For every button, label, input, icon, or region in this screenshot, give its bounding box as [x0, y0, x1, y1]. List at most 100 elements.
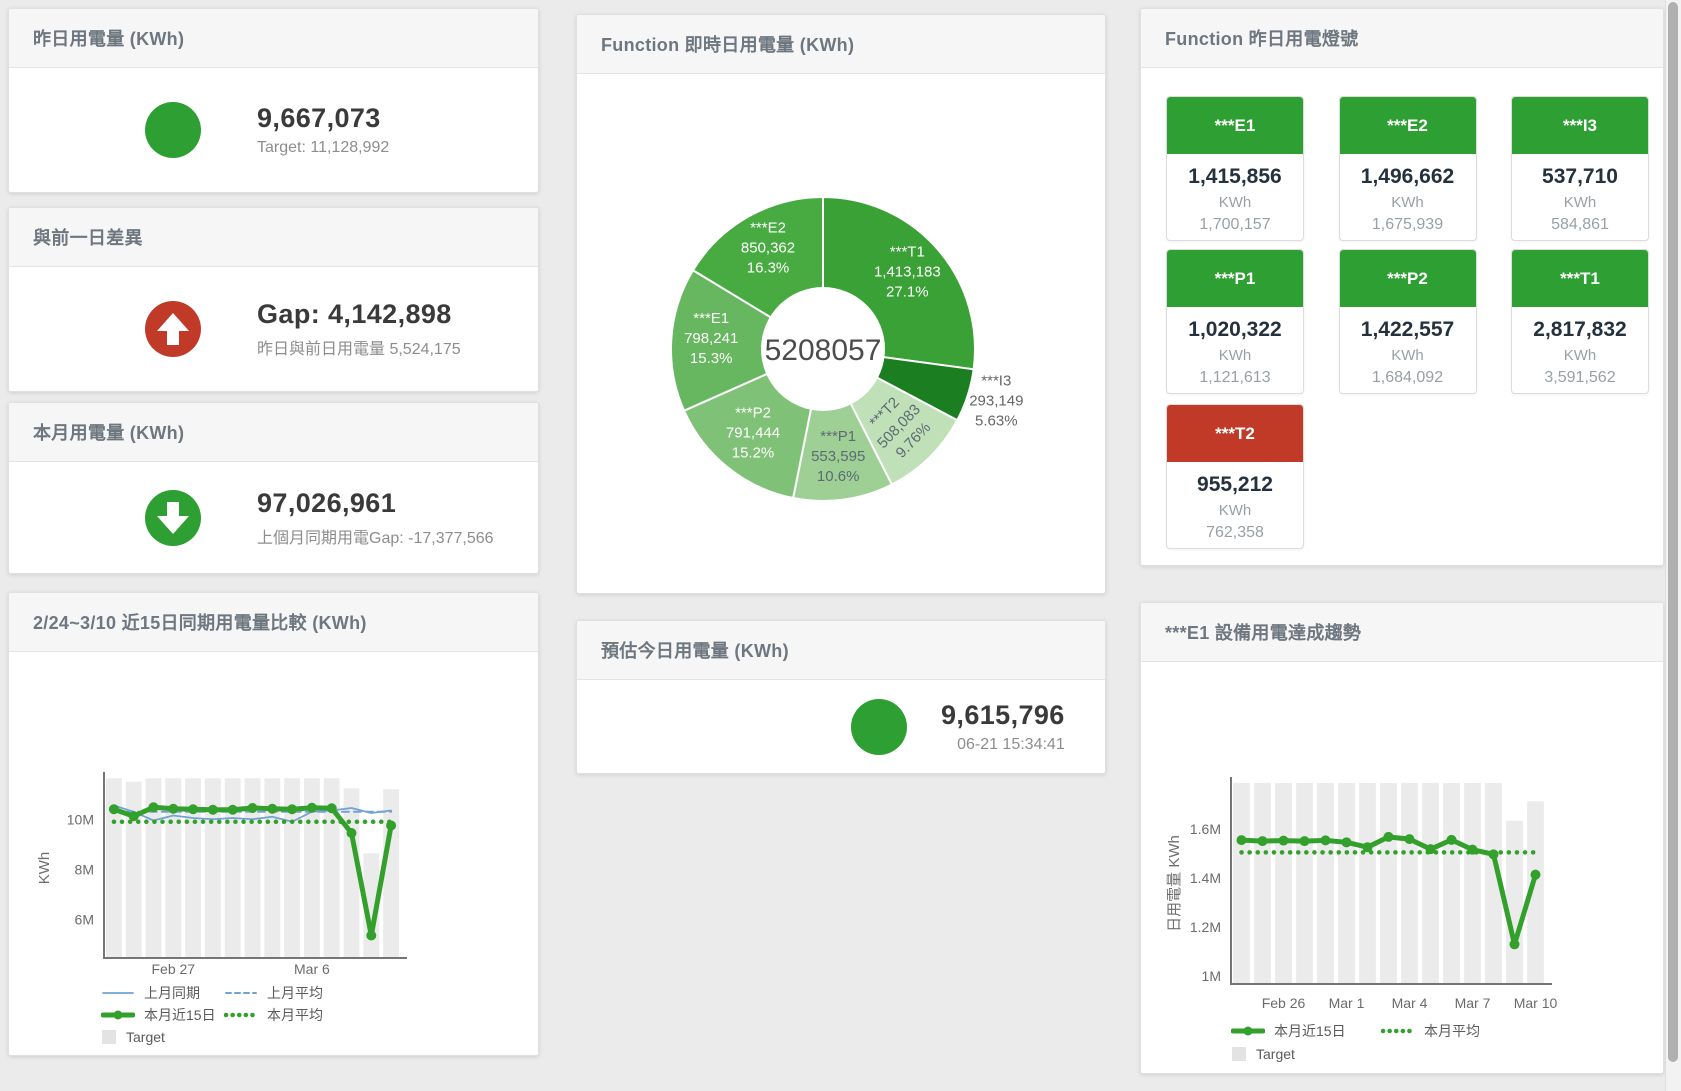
card-title: Function 昨日用電燈號 — [1165, 29, 1359, 49]
legend-label: Target — [1256, 1046, 1295, 1062]
svg-text:850,362: 850,362 — [741, 239, 795, 256]
green-status-circle-icon — [145, 102, 201, 158]
kpi-row: 9,667,073 Target: 11,128,992 — [9, 68, 538, 192]
light-tile-E2: ***E2 1,496,662 KWh 1,675,939 — [1338, 96, 1477, 241]
card-header: 預估今日用電量 (KWh) — [577, 621, 1105, 680]
card-title: Function 即時日用電量 (KWh) — [601, 35, 855, 55]
donut-slice-label: ***E1 798,241 15.3% — [684, 310, 738, 367]
legend-item[interactable]: 本月近15日 — [101, 1007, 216, 1023]
light-tile-P1: ***P1 1,020,322 KWh 1,121,613 — [1166, 249, 1304, 394]
legend-label: 上月平均 — [267, 985, 323, 1001]
tile-target-value: 1,121,613 — [1199, 369, 1271, 386]
svg-text:***I3: ***I3 — [981, 373, 1011, 390]
svg-text:***P2: ***P2 — [735, 404, 771, 421]
legend-item[interactable]: 本月平均 — [224, 1007, 323, 1023]
tile-target-value: 1,675,939 — [1371, 216, 1444, 233]
legend-label: Target — [126, 1029, 165, 1045]
tile-value: 1,422,557 — [1360, 318, 1455, 341]
svg-text:1,413,183: 1,413,183 — [874, 263, 941, 280]
tile-unit: KWh — [1218, 347, 1252, 364]
card-header: 2/24~3/10 近15日同期用電量比較 (KWh) — [9, 593, 538, 652]
tile-value: 1,020,322 — [1188, 318, 1282, 341]
card-header: 本月用電量 (KWh) — [9, 403, 538, 462]
kpi-row: 9,615,796 06-21 15:34:41 — [577, 680, 1105, 773]
svg-text:16.3%: 16.3% — [747, 259, 790, 276]
legend-item[interactable]: 本月近15日 — [1231, 1023, 1346, 1039]
legend-swatch-bar-icon — [102, 1030, 116, 1044]
svg-text:***E2: ***E2 — [750, 219, 786, 236]
tile-target-value: 584,861 — [1551, 216, 1609, 233]
svg-text:798,241: 798,241 — [684, 330, 738, 347]
legend-item[interactable]: 本月平均 — [1381, 1023, 1480, 1039]
legend-item[interactable]: Target — [101, 1029, 165, 1045]
compare-chart-legend: 上月同期 上月平均本月近15日 本月平均 Target — [9, 593, 538, 1055]
legend-label: 本月近15日 — [144, 1007, 216, 1023]
legend-item[interactable]: 上月平均 — [224, 985, 323, 1001]
svg-text:553,595: 553,595 — [811, 448, 865, 465]
kpi-subtext: 06-21 15:34:41 — [957, 735, 1065, 753]
legend-swatch-line-icon — [1381, 1028, 1415, 1034]
kpi-subtext: Target: 11,128,992 — [257, 139, 390, 156]
donut-slice-label: ***T1 1,413,183 27.1% — [874, 243, 941, 300]
tile-unit: KWh — [1563, 347, 1597, 364]
tile-name: ***T1 — [1512, 250, 1648, 307]
svg-text:***T2: ***T2 — [866, 394, 903, 431]
light-tile-P2: ***P2 1,422,557 KWh 1,684,092 — [1338, 249, 1477, 394]
tile-name: ***P1 — [1167, 250, 1303, 307]
legend-label: 本月平均 — [267, 1007, 323, 1023]
red-up-arrow-icon — [145, 301, 201, 357]
donut-slice-I3[interactable] — [822, 348, 975, 422]
card-title: 昨日用電量 (KWh) — [33, 29, 185, 49]
card-yesterday-usage: 昨日用電量 (KWh) 9,667,073 Target: 11,128,992 — [8, 8, 539, 193]
e1-chart-legend: 本月近15日 本月平均 Target — [1141, 603, 1663, 1073]
light-tile-E1: ***E1 1,415,856 KWh 1,700,157 — [1166, 96, 1304, 241]
donut-slice-T2[interactable] — [822, 348, 959, 486]
donut-slice-label: ***I3 293,149 5.63% — [969, 373, 1023, 430]
donut-slice-T1[interactable] — [822, 196, 976, 371]
legend-label: 上月同期 — [144, 985, 200, 1001]
svg-text:9.76%: 9.76% — [892, 419, 934, 461]
kpi-subtext: 昨日與前日用電量 5,524,175 — [257, 341, 461, 358]
tile-unit: KWh — [1218, 502, 1252, 519]
tile-name: ***E2 — [1339, 97, 1476, 154]
legend-item[interactable]: 上月同期 — [101, 985, 200, 1001]
donut-slice-E1[interactable] — [670, 269, 824, 412]
legend-swatch-line-icon — [224, 1012, 258, 1018]
tile-name: ***E1 — [1167, 97, 1303, 154]
svg-text:5.63%: 5.63% — [975, 413, 1018, 430]
tile-value: 955,212 — [1197, 473, 1273, 496]
card-title: 與前一日差異 — [33, 228, 143, 248]
scrollbar-thumb[interactable] — [1668, 2, 1678, 1062]
legend-swatch-bar-icon — [1232, 1047, 1246, 1061]
donut-hole — [761, 287, 885, 411]
card-month-usage: 本月用電量 (KWh) 97,026,961 上個月同期用電Gap: -17,3… — [8, 402, 539, 574]
legend-item[interactable]: Target — [1231, 1046, 1295, 1062]
svg-text:***E1: ***E1 — [693, 310, 729, 327]
legend-label: 本月平均 — [1424, 1023, 1480, 1039]
donut-slice-E2[interactable] — [692, 196, 824, 350]
card-title: 本月用電量 (KWh) — [33, 423, 185, 443]
tile-value: 1,415,856 — [1188, 165, 1282, 188]
card-compare-chart: 2/24~3/10 近15日同期用電量比較 (KWh) 6M 8M 10M Feb 2… — [8, 592, 539, 1056]
tile-unit: KWh — [1218, 194, 1252, 211]
legend-swatch-line-icon — [101, 1010, 135, 1020]
card-header: Function 昨日用電燈號 — [1141, 9, 1663, 68]
svg-text:15.2%: 15.2% — [732, 444, 775, 461]
legend-swatch-line-icon — [225, 992, 257, 994]
tile-value: 1,496,662 — [1360, 165, 1455, 188]
tile-value: 537,710 — [1542, 165, 1618, 188]
donut-slice-P2[interactable] — [683, 348, 824, 500]
kpi-subtext: 上個月同期用電Gap: -17,377,566 — [257, 529, 494, 547]
card-e1-trend: ***E1 設備用電達成趨勢 1M 1.2M 1.4M 1.6M Feb 26 Mar 1… — [1140, 602, 1664, 1074]
donut-slice-P1[interactable] — [792, 348, 893, 503]
green-down-arrow-icon — [145, 489, 201, 546]
kpi-value: 9,615,796 — [941, 699, 1065, 730]
card-today-forecast: 預估今日用電量 (KWh) 9,615,796 06-21 15:34:41 — [576, 620, 1106, 774]
light-tile-T1: ***T1 2,817,832 KWh 3,591,562 — [1511, 249, 1649, 394]
card-title: 預估今日用電量 (KWh) — [601, 641, 789, 661]
kpi-value: Gap: 4,142,898 — [257, 299, 452, 329]
card-header: 與前一日差異 — [9, 208, 538, 267]
kpi-value: 9,667,073 — [257, 103, 381, 133]
svg-text:***P1: ***P1 — [820, 428, 856, 445]
